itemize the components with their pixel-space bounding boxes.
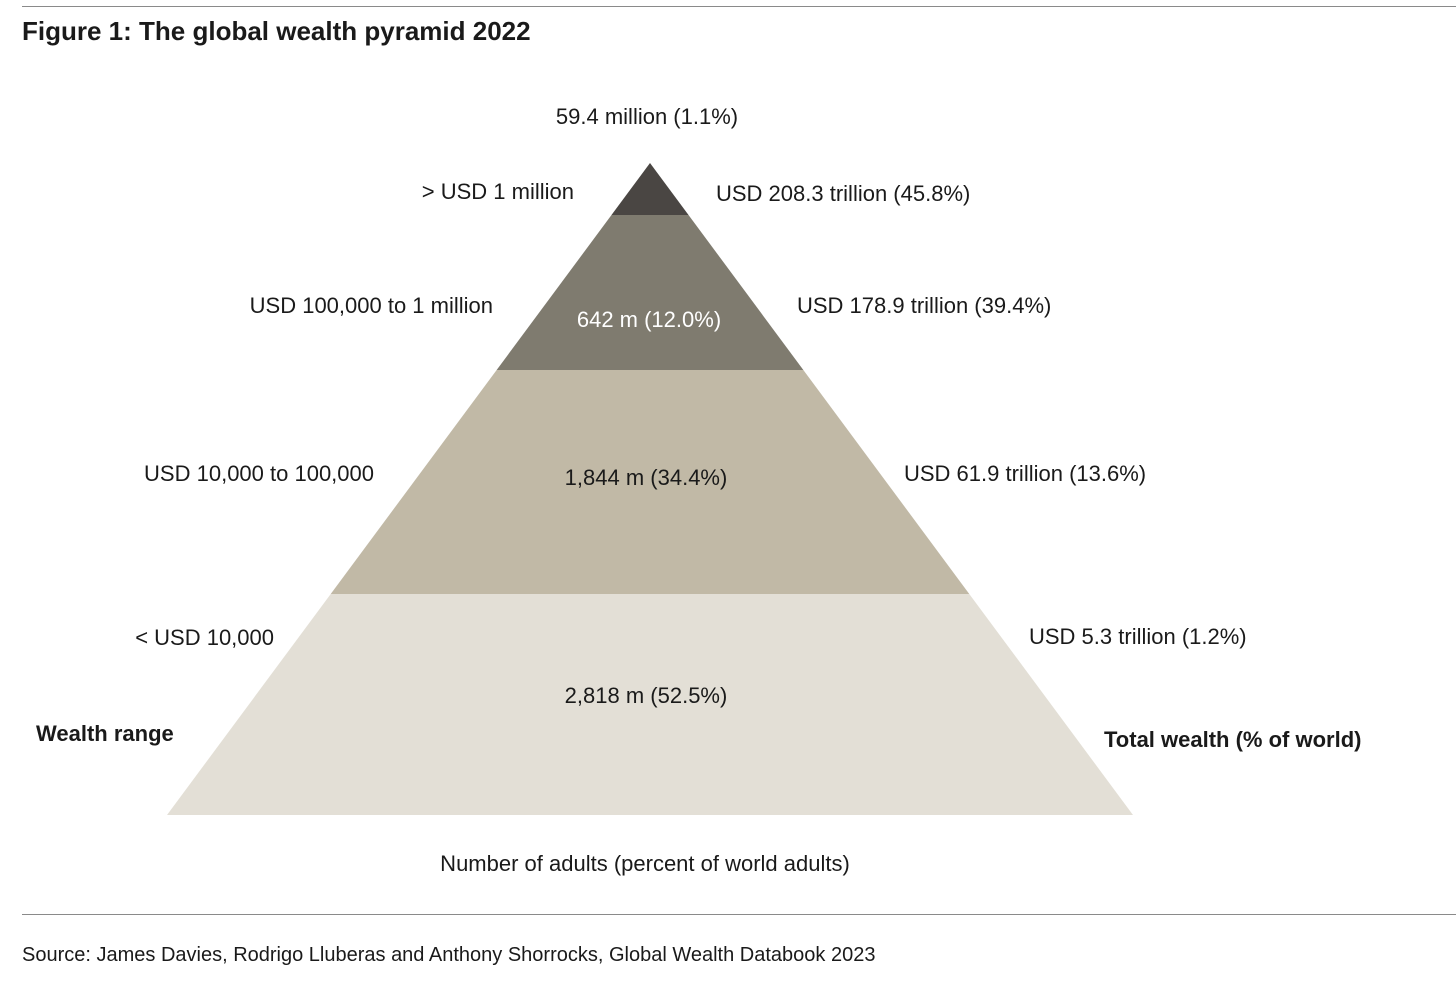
figure-title: Figure 1: The global wealth pyramid 2022: [22, 16, 531, 46]
wealth-range-axis-label: Wealth range: [36, 721, 174, 746]
pyramid-tier-upper-middle: [496, 215, 804, 370]
adults-label-tier-1: 642 m (12.0%): [576, 307, 722, 332]
source-note: Source: James Davies, Rodrigo Lluberas a…: [22, 944, 876, 966]
total-wealth-tier-0: USD 208.3 trillion (45.8%): [716, 181, 971, 206]
wealth-range-tier-2: USD 10,000 to 100,000: [144, 461, 374, 486]
pyramid-tier-middle: [330, 370, 970, 594]
pyramid-tier-base: [167, 594, 1133, 815]
total-wealth-tier-1: USD 178.9 trillion (39.4%): [797, 293, 1052, 318]
bottom-rule: [22, 914, 1456, 915]
adults-axis-label: Number of adults (percent of world adult…: [440, 851, 850, 876]
total-wealth-tier-3: USD 5.3 trillion (1.2%): [1029, 624, 1247, 649]
top-rule: [22, 6, 1456, 7]
wealth-range-tier-0: > USD 1 million: [421, 179, 574, 204]
adults-label-tier-3: 2,818 m (52.5%): [564, 683, 728, 708]
pyramid-tier-top: [611, 163, 689, 215]
adults-label-tier-2: 1,844 m (34.4%): [564, 465, 728, 490]
total-wealth-tier-2: USD 61.9 trillion (13.6%): [904, 461, 1147, 486]
wealth-range-tier-3: < USD 10,000: [135, 625, 274, 650]
adults-label-tier-0: 59.4 million (1.1%): [555, 104, 739, 129]
wealth-range-tier-1: USD 100,000 to 1 million: [249, 293, 493, 318]
total-wealth-axis-label: Total wealth (% of world): [1104, 727, 1362, 752]
